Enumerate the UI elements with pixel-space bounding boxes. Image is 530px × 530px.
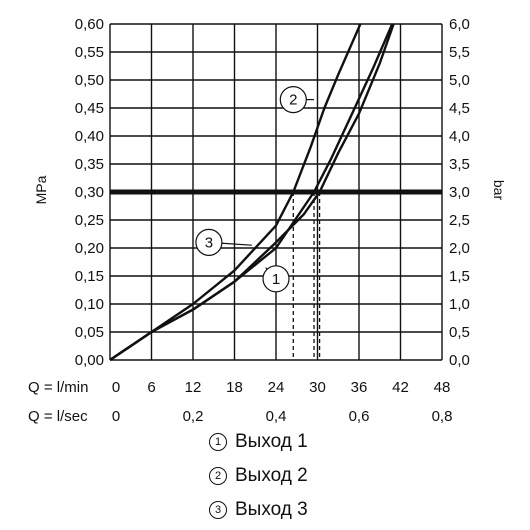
callout-circle-3: [195, 228, 223, 256]
y-left-tick: 0,40: [75, 128, 104, 145]
y-left-tick: 0,50: [75, 72, 104, 89]
y-right-tick: 4,0: [449, 128, 470, 145]
legend-mark-2: 2: [209, 467, 227, 485]
legend-mark-3: 3: [209, 501, 227, 519]
legend-label-1: Выход 1: [235, 431, 308, 452]
x-row1-tick: 36: [351, 379, 368, 396]
y-right-tick: 5,0: [449, 72, 470, 89]
x-row2-tick: 0,4: [266, 408, 287, 425]
y-left-tick: 0,25: [75, 212, 104, 229]
callouts: 2 3 1: [195, 85, 315, 293]
curve-3: [109, 23, 394, 361]
y-left-tick: 0,35: [75, 156, 104, 173]
y-left-tick: 0,60: [75, 16, 104, 33]
callout-label-1: 1: [272, 271, 280, 288]
y-left-tick: 0,55: [75, 44, 104, 61]
y-right-tick: 6,0: [449, 16, 470, 33]
x-row2-label: Q = l/sec: [28, 408, 88, 425]
callout-label-2: 2: [289, 92, 297, 109]
legend-mark-1: 1: [209, 433, 227, 451]
x-row1-tick: 24: [268, 379, 285, 396]
legend-item-3: 3 Выход 3: [209, 498, 308, 522]
callout-circle-1: [262, 265, 290, 293]
y-axis-left-title: MPa: [33, 175, 49, 204]
y-right-tick: 0,0: [449, 352, 470, 369]
x-row1-label: Q = l/min: [28, 379, 88, 396]
y-right-tick: 4,5: [449, 100, 470, 117]
x-row1-tick: 42: [392, 379, 409, 396]
y-right-tick: 1,5: [449, 268, 470, 285]
x-row1-tick: 48: [434, 379, 451, 396]
y-right-tick: 1,0: [449, 296, 470, 313]
y-right-tick: 3,0: [449, 184, 470, 201]
y-right-tick: 2,5: [449, 212, 470, 229]
y-right-tick: 3,5: [449, 156, 470, 173]
y-left-tick: 0,30: [75, 184, 104, 201]
y-left-tick: 0,45: [75, 100, 104, 117]
callout-leader-3: [221, 242, 252, 246]
x-row1-tick: 6: [147, 379, 155, 396]
y-axis-right-title: bar: [491, 180, 507, 201]
x-row2-tick: 0,6: [349, 408, 370, 425]
drop-lines: [292, 192, 321, 360]
legend-item-1: 1 Выход 1: [209, 430, 308, 454]
y-left-tick: 0,10: [75, 296, 104, 313]
legend-item-2: 2 Выход 2: [209, 464, 308, 488]
x-row2-tick: 0: [112, 408, 120, 425]
x-row1-tick: 0: [112, 379, 120, 396]
x-row1-tick: 12: [185, 379, 202, 396]
callout-circle-2: [279, 85, 307, 114]
curve-2: [109, 23, 362, 361]
y-left-tick: 0,05: [75, 324, 104, 341]
y-right-tick: 0,5: [449, 324, 470, 341]
callout-label-3: 3: [205, 234, 213, 251]
legend-label-3: Выход 3: [235, 499, 308, 520]
y-left-tick: 0,15: [75, 268, 104, 285]
x-row2-tick: 0,2: [183, 408, 204, 425]
x-row1-tick: 18: [226, 379, 243, 396]
y-left-tick: 0,00: [75, 352, 104, 369]
x-row2-tick: 0,8: [432, 408, 453, 425]
legend-label-2: Выход 2: [235, 465, 308, 486]
y-right-tick: 5,5: [449, 44, 470, 61]
y-right-tick: 2,0: [449, 240, 470, 257]
x-row1-tick: 30: [309, 379, 326, 396]
tick-labels: 0,000,050,100,150,200,250,300,350,400,45…: [28, 16, 470, 425]
y-left-tick: 0,20: [75, 240, 104, 257]
curves: [109, 23, 395, 361]
